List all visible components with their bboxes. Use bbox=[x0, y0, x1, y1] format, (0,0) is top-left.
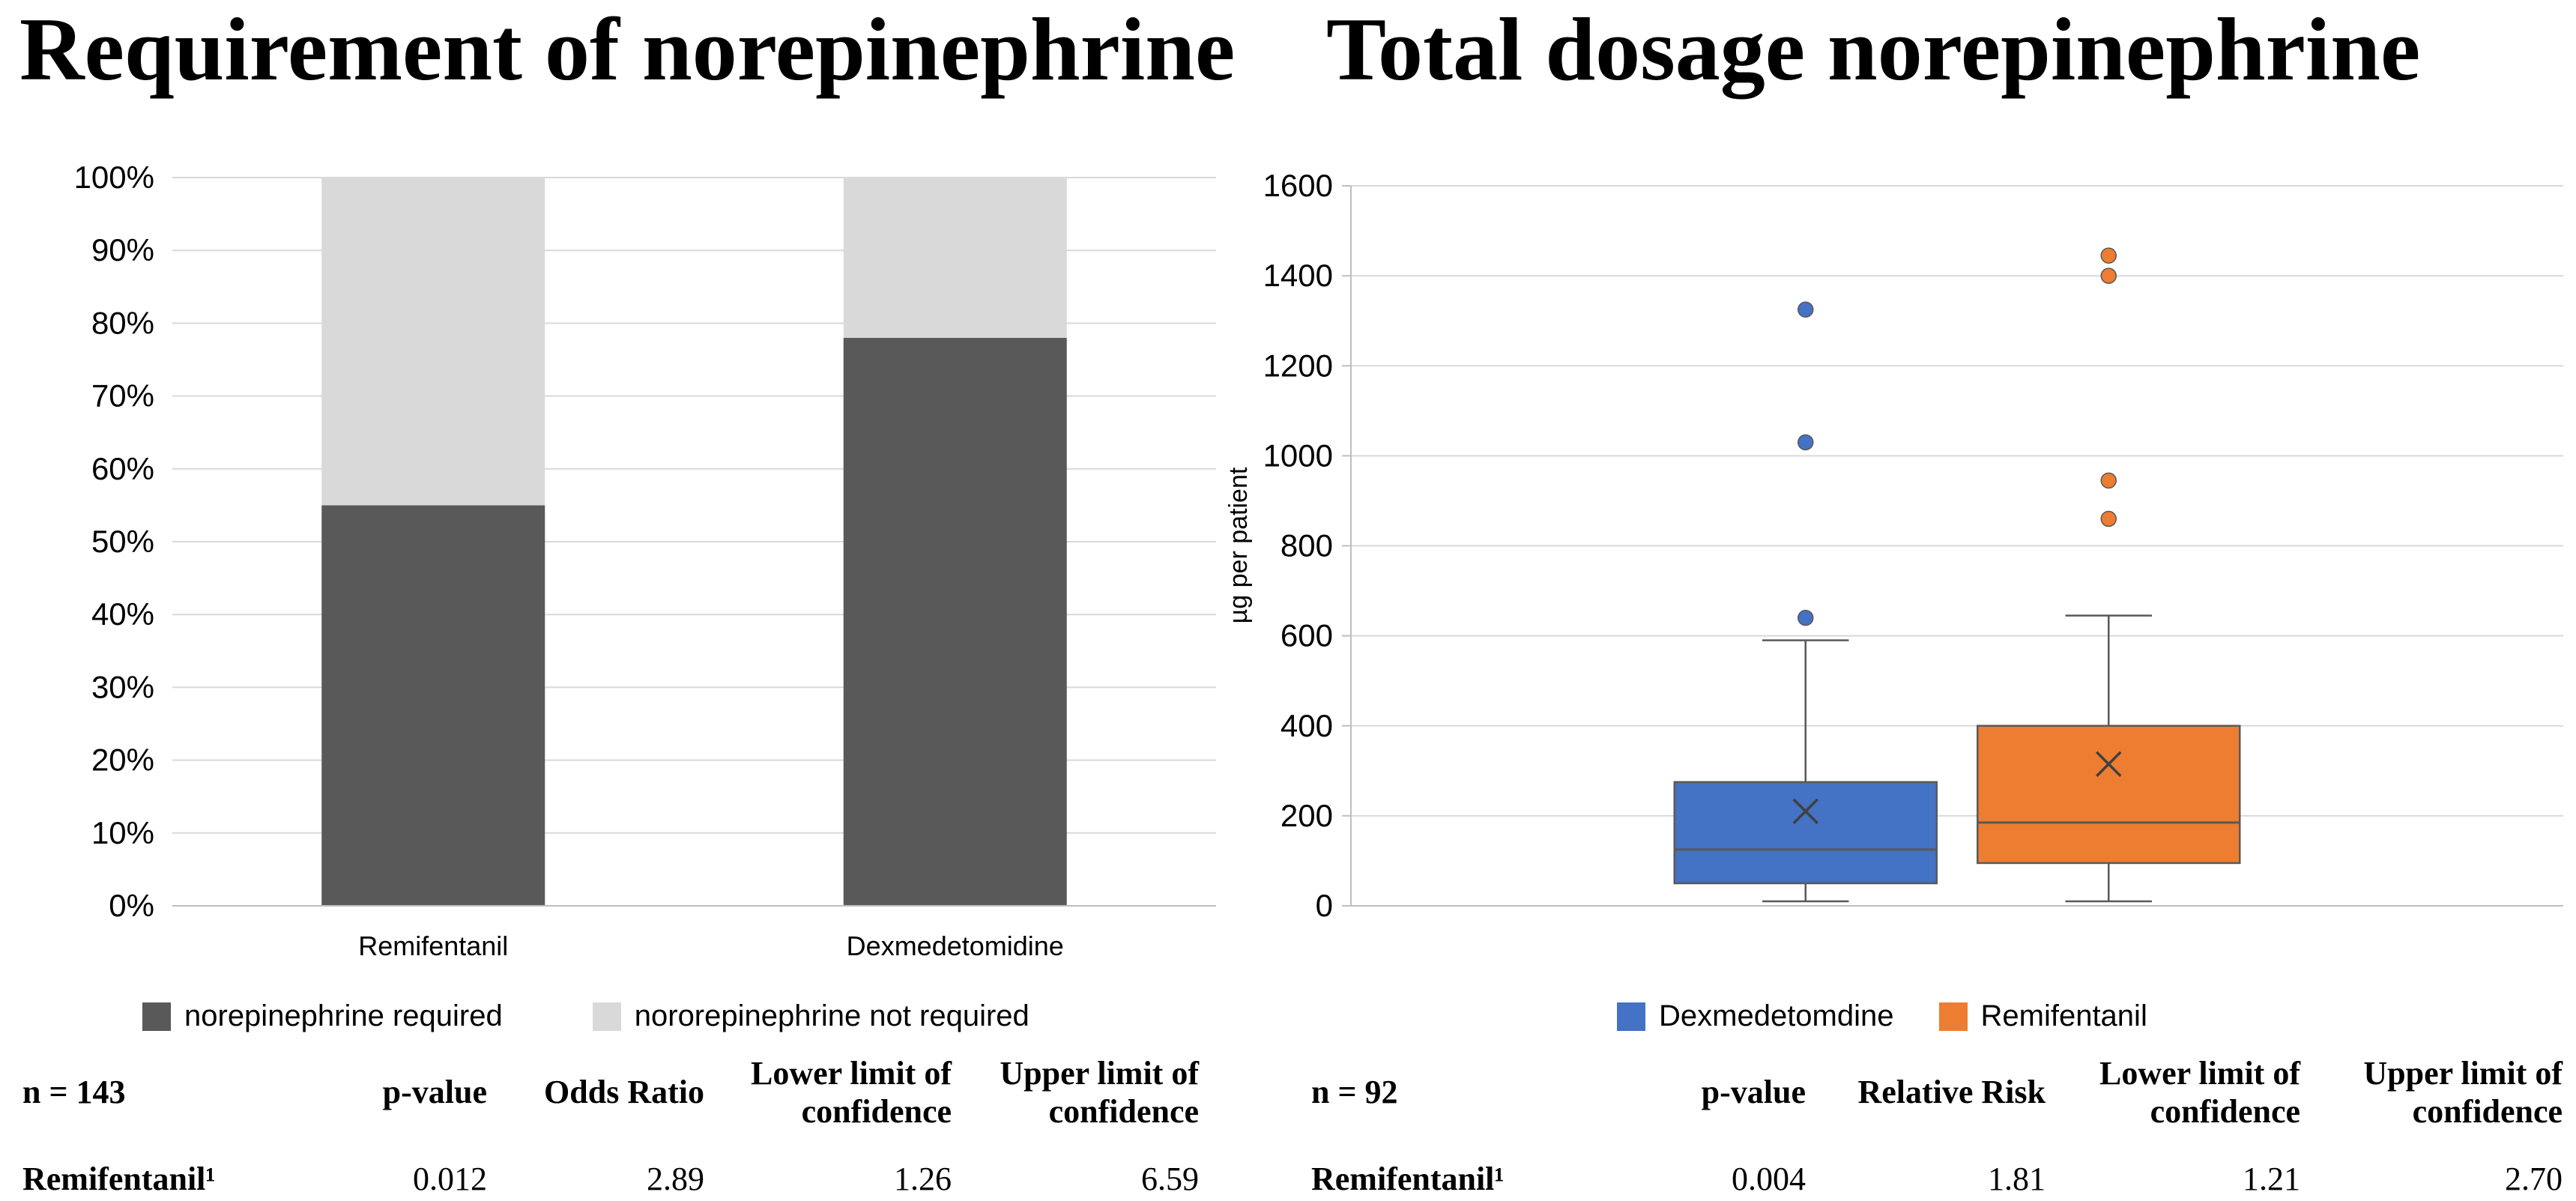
right-table-header-upper-limit: Upper limit of confidence bbox=[2363, 1055, 2563, 1130]
left-chart-legend: norepinephrine required nororepinephrine… bbox=[142, 999, 1030, 1033]
y-tick-label: 30% bbox=[91, 669, 154, 704]
y-tick-label: 60% bbox=[91, 451, 154, 486]
y-tick-label: 600 bbox=[1281, 618, 1333, 653]
left-table-value-pvalue: 0.012 bbox=[413, 1161, 487, 1198]
right-chart-title: Total dosage norepinephrine bbox=[1326, 0, 2421, 99]
right-table-value-pvalue: 0.004 bbox=[1732, 1161, 1806, 1198]
legend-swatch-required bbox=[142, 1002, 171, 1031]
box-plot-chart: 0 200 400 600 800 1000 1200 1400 1600 µg per pati… bbox=[1224, 168, 2563, 923]
left-table-row-label: Remifentanil¹ bbox=[22, 1161, 216, 1198]
legend-item-not-required: nororepinephrine not required bbox=[592, 999, 1030, 1033]
left-table-n: n = 143 bbox=[22, 1074, 126, 1111]
outlier-dot bbox=[2100, 267, 2117, 284]
legend-swatch-dexmedetomdine bbox=[1617, 1002, 1645, 1031]
right-table-header-pvalue: p-value bbox=[1701, 1074, 1806, 1111]
right-table-value-upper-limit: 2.70 bbox=[2505, 1161, 2563, 1198]
stacked-bar-chart: 0% 10% 20% 30% 40% 50% 60% 70% 80% 90% 100% Remifen… bbox=[74, 160, 1216, 961]
right-stats-table: n = 92 p-value Relative Risk Lower limit… bbox=[1311, 1055, 2563, 1199]
y-tick-label: 200 bbox=[1281, 798, 1333, 833]
category-label: Remifentanil bbox=[358, 931, 508, 961]
right-chart-legend: Dexmedetomdine Remifentanil bbox=[1617, 999, 2147, 1033]
legend-label-remifentanil: Remifentanil bbox=[1980, 999, 2147, 1032]
y-tick-label: 70% bbox=[91, 378, 154, 414]
y-tick-label: 80% bbox=[91, 305, 154, 340]
left-table-header-pvalue: p-value bbox=[382, 1074, 487, 1111]
left-stats-table: n = 143 p-value Odds Ratio Lower limit o… bbox=[22, 1055, 1199, 1199]
right-table-header-lower-limit: Lower limit of confidence bbox=[2099, 1055, 2300, 1130]
y-tick-label: 100% bbox=[74, 160, 154, 195]
left-table-header-upper-limit: Upper limit of confidence bbox=[1000, 1055, 1199, 1130]
outlier-dot bbox=[2100, 247, 2117, 264]
y-tick-label: 0% bbox=[109, 888, 154, 923]
y-tick-label: 1000 bbox=[1263, 438, 1333, 473]
legend-label-dexmedetomdine: Dexmedetomdine bbox=[1659, 999, 1894, 1032]
mean-marker bbox=[1792, 798, 1818, 825]
legend-label-required: norepinephrine required bbox=[184, 999, 503, 1032]
left-table-value-lower-limit: 1.26 bbox=[894, 1161, 952, 1198]
left-table-header-lower-limit: Lower limit of confidence bbox=[750, 1055, 952, 1130]
legend-label-not-required: nororepinephrine not required bbox=[634, 999, 1030, 1032]
y-tick-label: 400 bbox=[1281, 708, 1333, 743]
bar-segment bbox=[321, 505, 545, 906]
y-tick-label: 40% bbox=[91, 596, 154, 632]
y-tick-label: 800 bbox=[1281, 528, 1333, 563]
y-tick-label: 0 bbox=[1316, 888, 1333, 923]
y-axis-title: µg per patient bbox=[1224, 467, 1253, 623]
bar-segment bbox=[321, 178, 545, 506]
right-table-value-lower-limit: 1.21 bbox=[2243, 1161, 2300, 1198]
legend-item-required: norepinephrine required bbox=[142, 999, 503, 1033]
y-tick-label: 10% bbox=[91, 815, 154, 850]
box bbox=[1977, 724, 2241, 865]
outlier-dot bbox=[1798, 434, 1814, 451]
legend-swatch-remifentanil bbox=[1938, 1002, 1968, 1031]
y-tick-label: 1200 bbox=[1263, 348, 1333, 383]
category-label: Dexmedetomidine bbox=[847, 931, 1064, 961]
right-table-value-relative-risk: 1.81 bbox=[1988, 1161, 2046, 1198]
outlier-dot bbox=[1798, 609, 1814, 626]
left-table-value-odds-ratio: 2.89 bbox=[647, 1161, 704, 1198]
bar-segment bbox=[843, 337, 1067, 907]
box bbox=[1673, 781, 1938, 885]
legend-swatch-not-required bbox=[592, 1002, 621, 1031]
left-table-value-upper-limit: 6.59 bbox=[1141, 1161, 1199, 1198]
right-table-header-relative-risk: Relative Risk bbox=[1857, 1074, 2046, 1111]
left-table-header-odds-ratio: Odds Ratio bbox=[544, 1074, 704, 1111]
outlier-dot bbox=[2100, 472, 2117, 489]
y-tick-label: 90% bbox=[91, 232, 154, 267]
left-chart-title: Requirement of norepinephrine bbox=[19, 0, 1236, 99]
y-tick-label: 1600 bbox=[1263, 168, 1333, 203]
y-tick-label: 1400 bbox=[1263, 258, 1333, 293]
right-table-row-label: Remifentanil¹ bbox=[1311, 1161, 1505, 1198]
outlier-dot bbox=[1798, 301, 1814, 318]
legend-item-dexmedetomdine: Dexmedetomdine bbox=[1617, 999, 1894, 1033]
legend-item-remifentanil: Remifentanil bbox=[1938, 999, 2147, 1033]
y-tick-label: 20% bbox=[91, 742, 154, 778]
bar-segment bbox=[843, 178, 1067, 338]
y-tick-label: 50% bbox=[91, 524, 154, 559]
mean-marker bbox=[2096, 751, 2122, 778]
outlier-dot bbox=[2100, 510, 2117, 527]
right-table-n: n = 92 bbox=[1311, 1074, 1398, 1111]
